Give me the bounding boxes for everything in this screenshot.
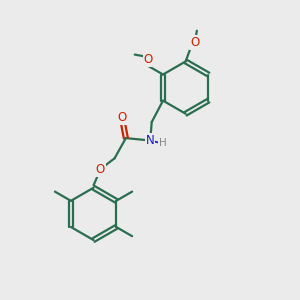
Text: O: O: [190, 36, 199, 49]
Text: O: O: [96, 163, 105, 176]
Text: N: N: [146, 134, 154, 147]
Text: H: H: [159, 138, 167, 148]
Text: O: O: [118, 111, 127, 124]
Text: O: O: [143, 53, 153, 66]
